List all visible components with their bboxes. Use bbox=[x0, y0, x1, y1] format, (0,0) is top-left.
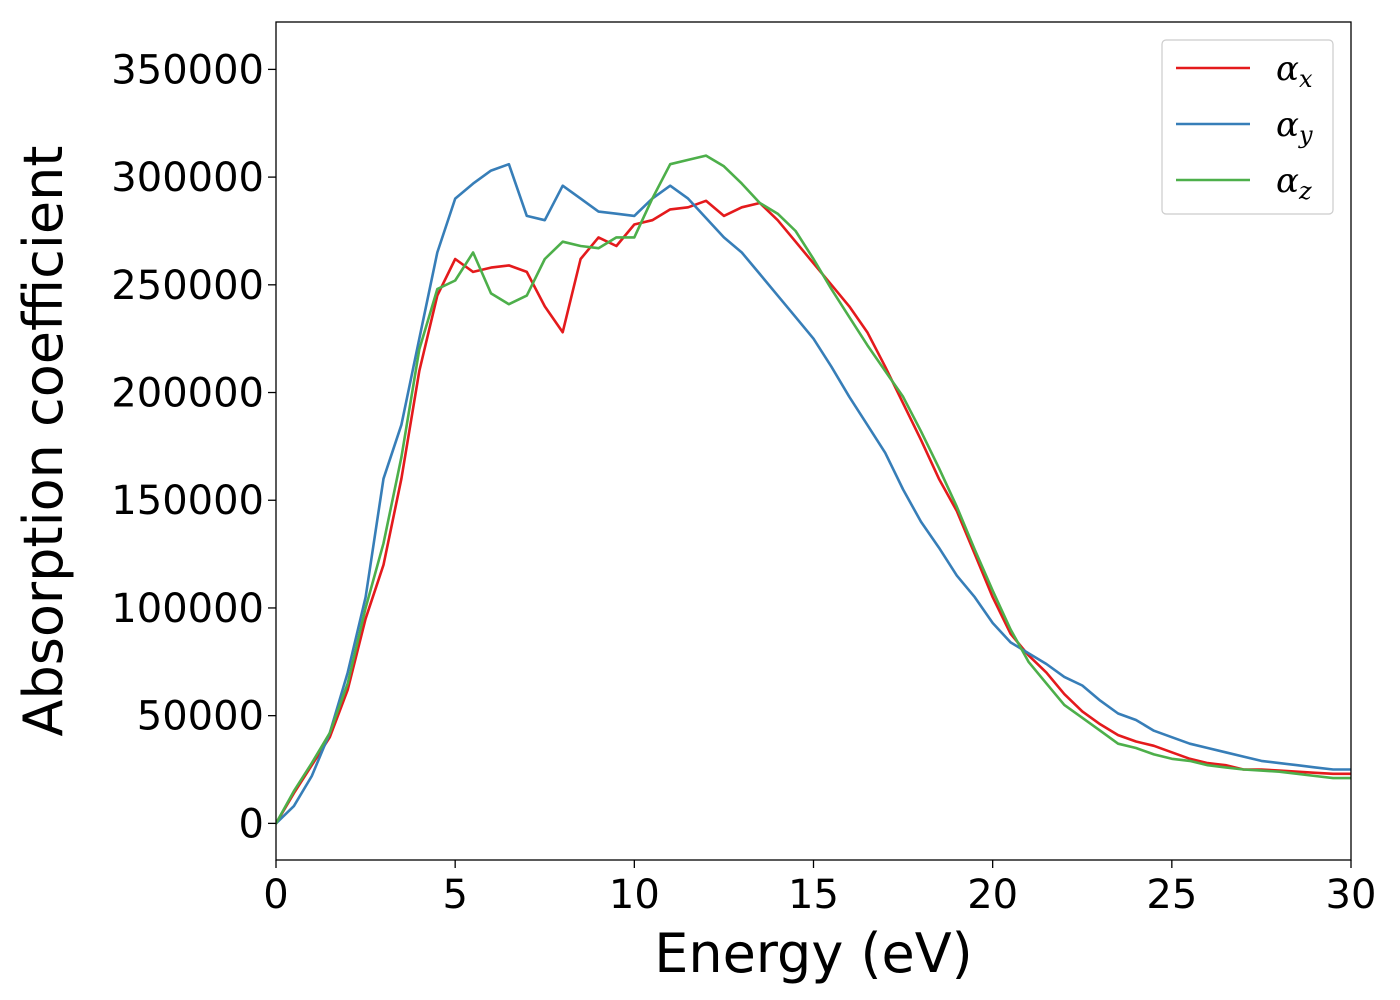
y-tick-label: 300000 bbox=[111, 155, 264, 201]
legend-label-z: αz bbox=[1276, 161, 1312, 205]
y-tick-label: 350000 bbox=[111, 47, 264, 93]
x-tick-label: 15 bbox=[788, 872, 839, 918]
x-tick-label: 0 bbox=[263, 872, 288, 918]
y-tick-label: 100000 bbox=[111, 586, 264, 632]
x-tick-label: 10 bbox=[609, 872, 660, 918]
y-tick-label: 250000 bbox=[111, 263, 264, 309]
x-tick-label: 30 bbox=[1326, 872, 1377, 918]
legend-label-x: αx bbox=[1276, 49, 1313, 93]
y-tick-label: 0 bbox=[239, 801, 264, 847]
series-line-x bbox=[276, 199, 1351, 825]
y-axis-title: Absorption coefficient bbox=[12, 146, 75, 737]
series-line-z bbox=[276, 154, 1351, 825]
y-tick-label: 200000 bbox=[111, 371, 264, 417]
x-tick-label: 25 bbox=[1146, 872, 1197, 918]
y-tick-label: 150000 bbox=[111, 478, 264, 524]
y-tick-label: 50000 bbox=[137, 694, 264, 740]
y-axis-ticks: 0 50000 100000 150000 200000 250000 300000 3500… bbox=[111, 47, 276, 847]
legend: αx αy αz bbox=[1161, 39, 1334, 215]
x-tick-label: 5 bbox=[442, 872, 467, 918]
x-axis-ticks: 0 5 10 15 20 25 30 bbox=[263, 860, 1376, 918]
legend-label-y: αy bbox=[1276, 105, 1313, 149]
plot-lines bbox=[276, 154, 1351, 825]
series-line-y bbox=[276, 162, 1351, 825]
x-axis-title: Energy (eV) bbox=[654, 922, 973, 985]
x-tick-label: 20 bbox=[967, 872, 1018, 918]
legend-box bbox=[1161, 39, 1334, 215]
